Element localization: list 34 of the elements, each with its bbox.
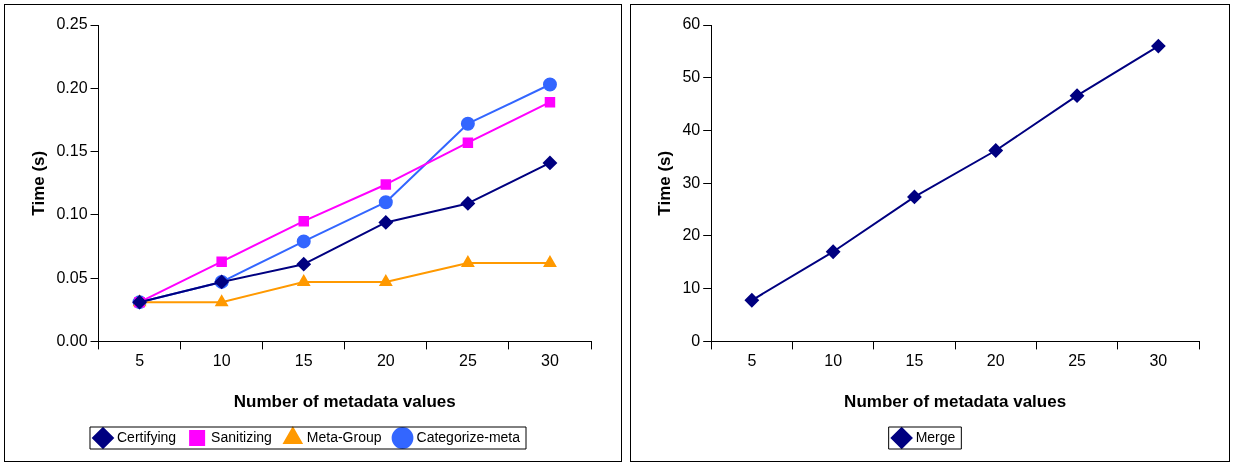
- x-tick-label: 25: [458, 352, 477, 370]
- y-tick-label: 0.20: [56, 78, 88, 96]
- legend-label: Certifying: [116, 428, 177, 445]
- legend-label: Categorize-meta: [416, 428, 521, 445]
- x-tick-label: 20: [986, 352, 1005, 370]
- y-tick-label: 0.15: [56, 141, 88, 159]
- y-tick-label: 50: [682, 68, 701, 86]
- y-tick-label: 0.25: [56, 15, 88, 33]
- y-tick-label: 0: [691, 331, 701, 349]
- x-tick-label: 15: [905, 352, 924, 370]
- legend-label: Meta-Group: [306, 428, 382, 445]
- x-tick-label: 30: [541, 352, 559, 370]
- x-tick-label: 30: [1149, 352, 1168, 370]
- legend-label: Sanitizing: [211, 428, 272, 445]
- x-tick-label: 10: [212, 352, 231, 370]
- x-tick-label: 15: [294, 352, 313, 370]
- y-tick-label: 0.00: [56, 331, 88, 349]
- x-axis-title: Number of metadata values: [844, 392, 1067, 412]
- y-tick-label: 0.10: [56, 205, 88, 223]
- y-axis-title: Time (s): [28, 150, 48, 216]
- x-tick-label: 20: [376, 352, 395, 370]
- y-tick-label: 10: [682, 279, 701, 297]
- x-tick-label: 5: [135, 352, 145, 370]
- y-tick-label: 40: [682, 120, 701, 138]
- y-tick-label: 0.05: [56, 268, 88, 286]
- y-tick-label: 20: [682, 226, 701, 244]
- x-axis-title: Number of metadata values: [233, 392, 456, 412]
- y-tick-label: 60: [682, 15, 701, 33]
- y-tick-label: 30: [682, 173, 701, 191]
- y-axis-title: Time (s): [654, 150, 674, 216]
- x-tick-label: 25: [1068, 352, 1087, 370]
- x-tick-label: 5: [747, 352, 757, 370]
- x-tick-label: 10: [824, 352, 843, 370]
- legend-label: Merge: [915, 428, 956, 445]
